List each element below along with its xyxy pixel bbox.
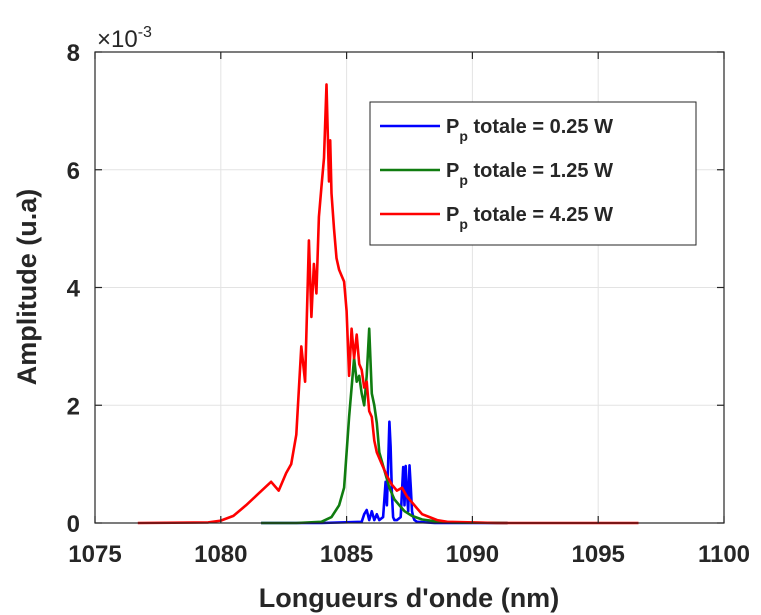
y-tick-label: 0 <box>67 511 80 538</box>
x-tick-label: 1100 <box>698 541 750 568</box>
x-tick-label: 1090 <box>446 541 499 568</box>
legend-label-1: Pp totale = 0.25 W <box>446 116 613 144</box>
legend-prefix: P <box>446 116 459 138</box>
x-axis-title: Longueurs d'onde (nm) <box>259 583 559 613</box>
series-line-3 <box>137 83 639 525</box>
legend-subscript: p <box>459 128 468 144</box>
y-tick-labels: 0 2 4 6 8 <box>67 40 81 538</box>
legend-name: totale = 4.25 W <box>468 204 613 226</box>
y-exponent-power: -3 <box>138 24 152 41</box>
legend-name: totale = 0.25 W <box>468 116 613 138</box>
legend: Pp totale = 0.25 WPp totale = 1.25 WPp t… <box>369 101 697 246</box>
y-exponent-base: ×10 <box>97 26 138 53</box>
legend-subscript: p <box>459 172 468 188</box>
legend-subscript: p <box>459 216 468 232</box>
series-line-2 <box>261 327 508 525</box>
x-tick-label: 1085 <box>320 541 373 568</box>
legend-label-2: Pp totale = 1.25 W <box>446 160 613 188</box>
legend-name: totale = 1.25 W <box>468 160 613 182</box>
x-tick-label: 1080 <box>194 541 247 568</box>
ticks <box>94 51 725 524</box>
y-exponent: ×10-3 <box>97 24 152 53</box>
legend-label-3: Pp totale = 4.25 W <box>446 204 613 232</box>
y-tick-label: 4 <box>67 276 81 303</box>
legend-prefix: P <box>446 160 459 182</box>
x-tick-labels: 1075 1080 1085 1090 1095 1100 <box>68 541 750 568</box>
y-tick-label: 2 <box>67 393 80 420</box>
y-tick-label: 6 <box>67 158 80 185</box>
y-tick-label: 8 <box>67 40 80 67</box>
x-tick-label: 1095 <box>572 541 625 568</box>
y-axis-title: Amplitude (u.a) <box>12 189 42 386</box>
legend-prefix: P <box>446 204 459 226</box>
x-tick-label: 1075 <box>68 541 121 568</box>
series-group <box>137 83 639 525</box>
